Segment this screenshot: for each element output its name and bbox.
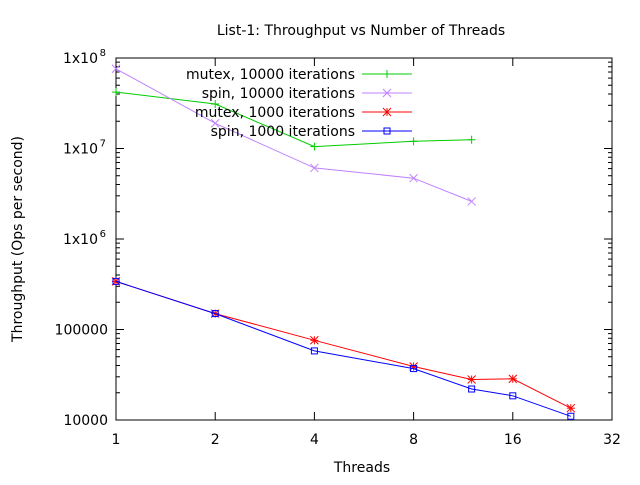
data-point xyxy=(310,347,318,355)
data-point xyxy=(210,118,220,128)
y-tick-exponent: 6 xyxy=(100,229,106,240)
data-point xyxy=(310,335,319,345)
legend-marker xyxy=(383,70,391,78)
y-tick-label: 1x10 xyxy=(63,142,98,158)
chart-title: List-1: Throughput vs Number of Threads xyxy=(217,23,505,39)
series-layer xyxy=(111,64,576,420)
data-point xyxy=(112,277,120,285)
y-tick-exponent: 7 xyxy=(100,139,106,150)
data-point xyxy=(467,135,476,144)
data-point xyxy=(467,375,476,384)
data-point xyxy=(410,365,418,373)
data-point xyxy=(211,310,219,318)
data-point xyxy=(112,88,120,97)
legend-label: mutex, 10000 iterations xyxy=(186,67,355,83)
series-1 xyxy=(111,64,476,206)
legend-item: mutex, 1000 iterations xyxy=(195,105,412,121)
x-axis-label: Threads xyxy=(333,460,390,476)
series-line xyxy=(115,280,572,409)
legend-item: mutex, 10000 iterations xyxy=(186,67,412,83)
series-0 xyxy=(112,88,476,151)
data-point xyxy=(111,64,121,74)
series-2 xyxy=(111,277,576,413)
data-point xyxy=(508,374,518,384)
x-tick-label: 16 xyxy=(504,432,522,448)
data-point xyxy=(310,163,319,173)
legend-label: spin, 10000 iterations xyxy=(202,86,355,102)
data-point xyxy=(310,142,319,151)
legend-label: spin, 1000 iterations xyxy=(211,124,355,140)
data-point xyxy=(409,137,418,146)
data-point xyxy=(409,173,418,183)
data-point xyxy=(566,403,576,413)
legend: mutex, 10000 iterations spin, 10000 itera… xyxy=(186,67,412,140)
legend-item: spin, 10000 iterations xyxy=(202,86,412,102)
series-3 xyxy=(112,277,575,420)
legend-marker xyxy=(382,88,392,98)
y-axis-label: Throughput (Ops per second) xyxy=(10,136,26,343)
y-tick-label: 1x10 xyxy=(63,51,98,67)
x-tick-label: 1 xyxy=(112,432,121,448)
x-tick-label: 8 xyxy=(409,432,418,448)
data-point xyxy=(509,392,517,400)
legend-marker xyxy=(382,107,392,117)
x-tick-label: 2 xyxy=(211,432,220,448)
data-point xyxy=(467,197,476,206)
y-tick-label: 100000 xyxy=(55,323,108,339)
data-point xyxy=(468,385,476,393)
y-tick-exponent: 8 xyxy=(100,48,106,59)
legend-marker xyxy=(383,127,391,135)
series-line xyxy=(115,280,571,417)
y-tick-label: 10000 xyxy=(63,413,108,429)
legend-label: mutex, 1000 iterations xyxy=(195,105,355,121)
data-point xyxy=(567,412,575,420)
x-tick-label: 32 xyxy=(603,432,621,448)
y-tick-label: 1x10 xyxy=(63,232,98,248)
data-point xyxy=(211,100,220,109)
legend-item: spin, 1000 iterations xyxy=(211,124,412,140)
x-tick-label: 4 xyxy=(310,432,319,448)
